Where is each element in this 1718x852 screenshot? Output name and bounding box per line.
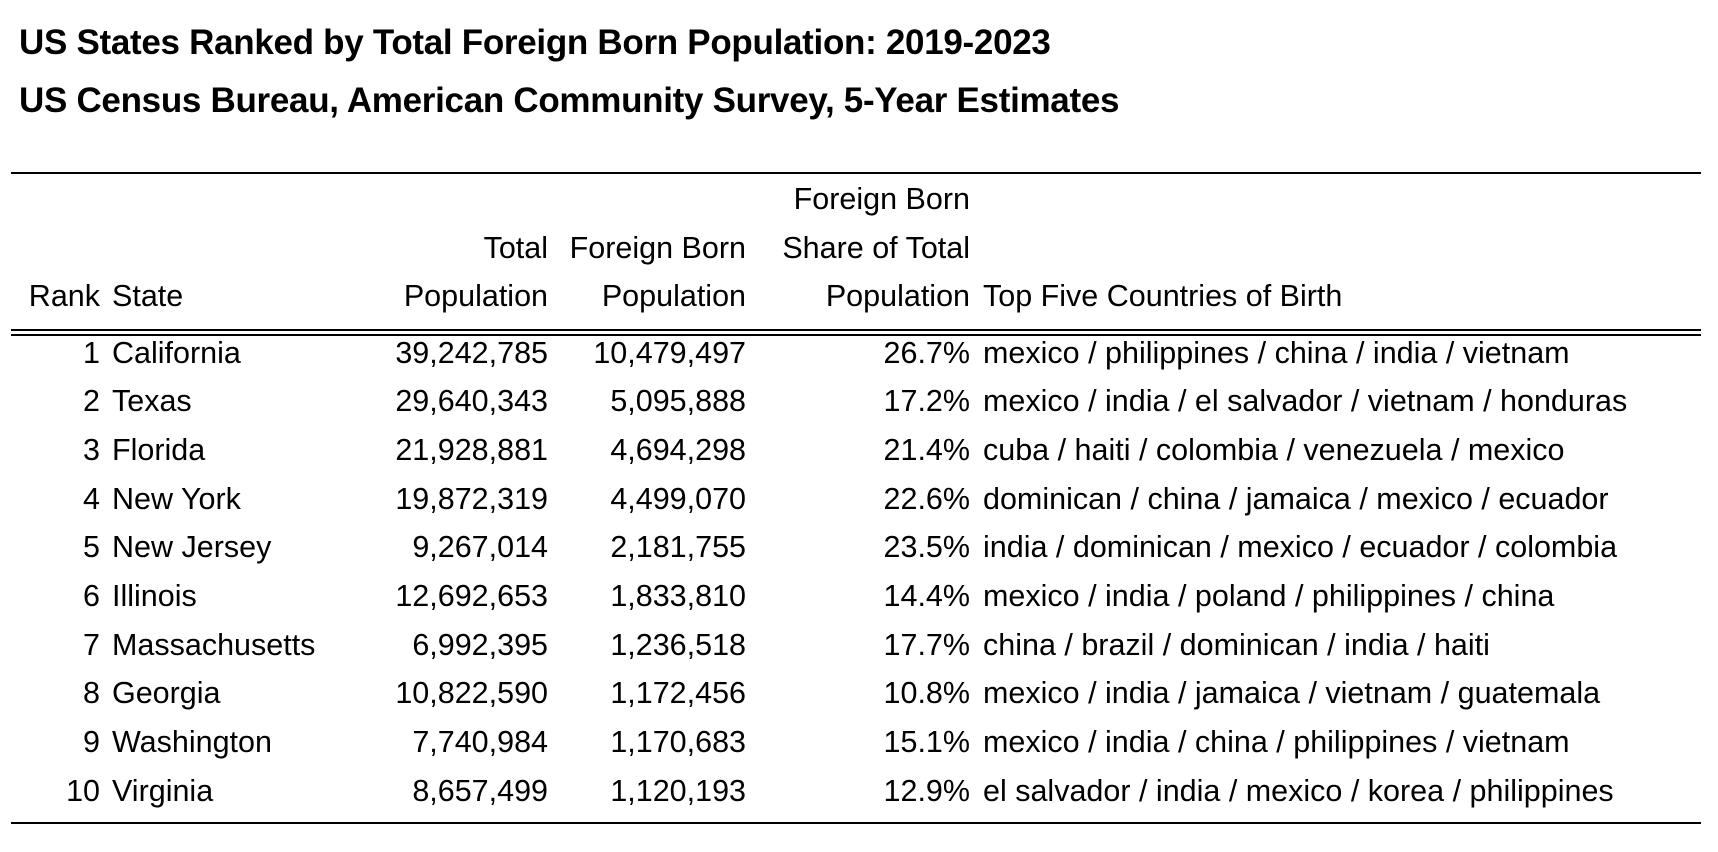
cell-total-population: 10,822,590 — [395, 676, 548, 711]
cell-foreign-born-population: 2,181,755 — [610, 530, 746, 565]
cell-top-countries: dominican / china / jamaica / mexico / e… — [983, 481, 1609, 516]
cell-top-countries: mexico / india / el salvador / vietnam /… — [983, 384, 1628, 419]
cell-total-population: 39,242,785 — [395, 335, 548, 370]
cell-total-population: 7,740,984 — [412, 725, 548, 760]
cell-foreign-born-share: 14.4% — [883, 579, 970, 614]
table-row: 1 California 39,242,785 10,479,497 26.7% mexi… — [11, 321, 1627, 378]
table-row: 10 Virginia 8,657,499 1,120,193 12.9% el salv… — [11, 767, 1627, 816]
top-rule — [11, 172, 1701, 174]
cell-foreign-born-population: 5,095,888 — [610, 384, 746, 419]
cell-top-countries: mexico / india / poland / philippines / … — [983, 579, 1555, 614]
cell-foreign-born-share: 17.7% — [883, 627, 970, 662]
header-double-rule-upper — [11, 329, 1701, 331]
cell-state: Virginia — [112, 773, 214, 808]
table-row: 8 Georgia 10,822,590 1,172,456 10.8% mexico /… — [11, 669, 1627, 718]
cell-rank: 5 — [83, 530, 100, 565]
cell-top-countries: el salvador / india / mexico / korea / p… — [983, 773, 1614, 808]
cell-foreign-born-share: 26.7% — [883, 335, 970, 370]
cell-foreign-born-population: 1,120,193 — [610, 773, 746, 808]
cell-foreign-born-population: 1,236,518 — [610, 627, 746, 662]
table-row: 4 New York 19,872,319 4,499,070 22.6% dominic… — [11, 475, 1627, 524]
cell-foreign-born-share: 17.2% — [883, 384, 970, 419]
cell-state: Massachusetts — [112, 627, 316, 662]
cell-top-countries: cuba / haiti / colombia / venezuela / me… — [983, 432, 1565, 467]
cell-foreign-born-population: 4,694,298 — [610, 432, 746, 467]
cell-total-population: 29,640,343 — [395, 384, 548, 419]
table-row: 7 Massachusetts 6,992,395 1,236,518 17.7% chi… — [11, 621, 1627, 670]
table-row: 2 Texas 29,640,343 5,095,888 17.2% mexico / i… — [11, 377, 1627, 426]
cell-state: Washington — [112, 725, 272, 760]
header-share-line1: Foreign Born — [793, 182, 970, 216]
header-share-line3: Population — [825, 279, 970, 313]
header-top-countries: Top Five Countries of Birth — [983, 279, 1343, 313]
cell-foreign-born-share: 22.6% — [883, 481, 970, 516]
cell-state: Texas — [112, 384, 192, 419]
cell-state: California — [112, 335, 241, 370]
cell-rank: 9 — [83, 725, 100, 760]
cell-foreign-born-population: 10,479,497 — [593, 335, 746, 370]
cell-state: Florida — [112, 432, 206, 467]
cell-total-population: 12,692,653 — [395, 579, 548, 614]
cell-top-countries: india / dominican / mexico / ecuador / c… — [983, 530, 1618, 565]
cell-rank: 8 — [83, 676, 100, 711]
page-title: US States Ranked by Total Foreign Born P… — [19, 23, 1051, 62]
cell-rank: 1 — [83, 335, 100, 370]
table-row: 6 Illinois 12,692,653 1,833,810 14.4% mexico … — [11, 572, 1627, 621]
header-total-line1: Total — [483, 230, 548, 265]
cell-state: New York — [112, 481, 241, 516]
cell-rank: 4 — [83, 481, 100, 516]
table-row: 9 Washington 7,740,984 1,170,683 15.1% mexico… — [11, 718, 1627, 767]
page-subtitle: US Census Bureau, American Community Sur… — [19, 81, 1120, 120]
header-share-line2: Share of Total — [782, 230, 970, 265]
cell-state: Georgia — [112, 676, 221, 711]
cell-rank: 3 — [83, 432, 100, 467]
bottom-rule — [11, 822, 1701, 824]
cell-state: Illinois — [112, 579, 197, 614]
cell-total-population: 8,657,499 — [412, 773, 548, 808]
cell-rank: 7 — [83, 627, 100, 662]
cell-foreign-born-share: 21.4% — [883, 432, 970, 467]
cell-total-population: 6,992,395 — [412, 627, 548, 662]
cell-foreign-born-share: 15.1% — [883, 725, 970, 760]
cell-top-countries: mexico / philippines / china / india / v… — [983, 335, 1570, 370]
table-body: 1 California 39,242,785 10,479,497 26.7% mexi… — [11, 321, 1627, 816]
header-fb-line2: Population — [601, 279, 746, 313]
cell-rank: 10 — [66, 773, 100, 808]
cell-foreign-born-share: 10.8% — [883, 676, 970, 711]
cell-foreign-born-population: 1,170,683 — [610, 725, 746, 760]
cell-rank: 2 — [83, 384, 100, 419]
cell-total-population: 21,928,881 — [395, 432, 548, 467]
cell-total-population: 19,872,319 — [395, 481, 548, 516]
table-row: 5 New Jersey 9,267,014 2,181,755 23.5% india … — [11, 523, 1627, 572]
cell-top-countries: mexico / india / china / philippines / v… — [983, 725, 1570, 760]
header-state: State — [112, 279, 184, 313]
cell-foreign-born-share: 23.5% — [883, 530, 970, 565]
table-row: 3 Florida 21,928,881 4,694,298 21.4% cuba / h… — [11, 426, 1627, 475]
cell-rank: 6 — [83, 579, 100, 614]
cell-total-population: 9,267,014 — [412, 530, 548, 565]
header-double-rule-lower — [11, 334, 1701, 336]
header-fb-line1: Foreign Born — [569, 230, 746, 265]
cell-foreign-born-population: 4,499,070 — [610, 481, 746, 516]
cell-foreign-born-share: 12.9% — [883, 773, 970, 808]
cell-foreign-born-population: 1,833,810 — [610, 579, 746, 614]
cell-top-countries: mexico / india / jamaica / vietnam / gua… — [983, 676, 1601, 711]
cell-top-countries: china / brazil / dominican / india / hai… — [983, 627, 1490, 662]
cell-state: New Jersey — [112, 530, 272, 565]
header-total-line2: Population — [403, 279, 548, 313]
data-table: Foreign Born Total Foreign Born Share of… — [11, 175, 1627, 816]
header-rank: Rank — [28, 279, 100, 313]
title-block: US States Ranked by Total Foreign Born P… — [19, 14, 1119, 130]
cell-foreign-born-population: 1,172,456 — [610, 676, 746, 711]
table-header: Foreign Born Total Foreign Born Share of… — [11, 175, 1627, 321]
